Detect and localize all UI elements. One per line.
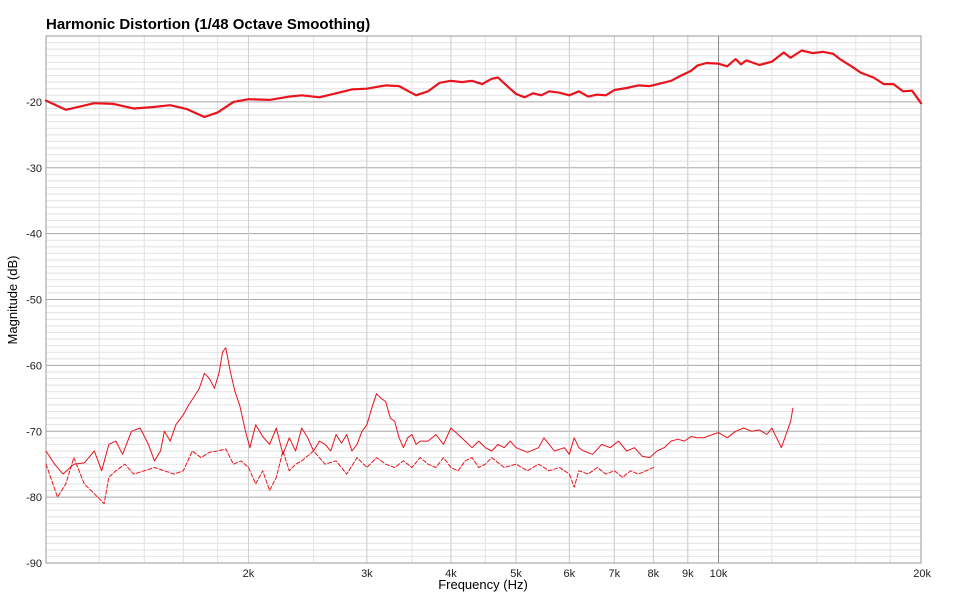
series-line-thin — [45, 347, 794, 475]
data-series — [44, 49, 923, 505]
x-tick-label: 7k — [609, 568, 621, 580]
y-tick-label: -80 — [26, 492, 42, 504]
series-line-thin-dashed — [45, 448, 654, 505]
series-line-thick — [44, 49, 923, 119]
y-axis-label: Magnitude (dB) — [5, 256, 20, 345]
y-axis-tick-labels: -20 -30 -40 -50 -60 -70 -80 -90 — [26, 97, 42, 570]
y-tick-label: -50 — [26, 295, 42, 307]
x-tick-label: 20k — [913, 568, 931, 580]
x-tick-label: 4k — [445, 568, 457, 580]
x-axis-label: Frequency (Hz) — [438, 577, 528, 592]
y-tick-label: -20 — [26, 97, 42, 109]
plot-area-border — [45, 35, 922, 564]
x-tick-label: 2k — [243, 568, 255, 580]
y-tick-label: -70 — [26, 426, 42, 438]
y-tick-label: -30 — [26, 163, 42, 175]
x-tick-label: 3k — [361, 568, 373, 580]
x-tick-label: 9k — [682, 568, 694, 580]
x-tick-label: 6k — [564, 568, 576, 580]
x-axis-tick-labels: 2k 3k 4k 5k 6k 7k 8k 9k 10k 20k — [243, 568, 932, 580]
chart-title: Harmonic Distortion (1/48 Octave Smoothi… — [46, 16, 370, 33]
x-tick-label: 5k — [510, 568, 522, 580]
y-tick-label: -90 — [26, 558, 42, 570]
x-tick-label: 10k — [710, 568, 728, 580]
x-tick-label: 8k — [648, 568, 660, 580]
y-tick-label: -60 — [26, 360, 42, 372]
y-tick-label: -40 — [26, 229, 42, 241]
